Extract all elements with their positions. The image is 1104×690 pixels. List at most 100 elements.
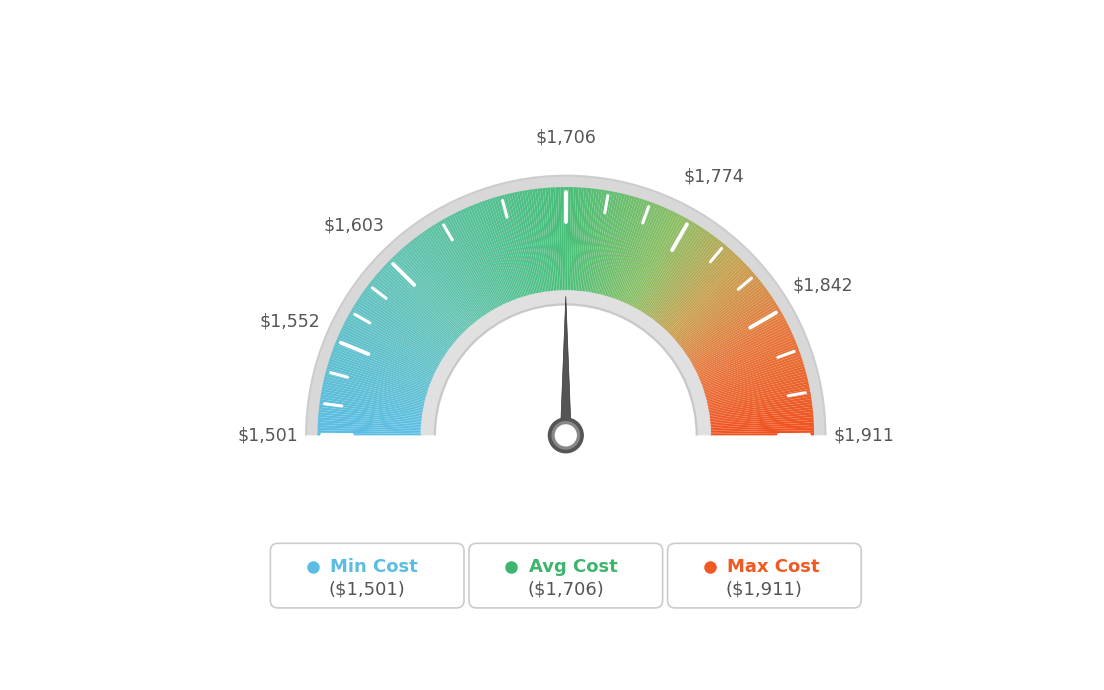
Wedge shape: [352, 307, 443, 362]
Wedge shape: [351, 309, 442, 364]
Wedge shape: [594, 192, 617, 295]
Wedge shape: [542, 188, 554, 292]
Wedge shape: [665, 255, 737, 331]
Wedge shape: [694, 325, 789, 373]
Wedge shape: [368, 283, 452, 348]
Wedge shape: [696, 327, 790, 374]
Wedge shape: [318, 428, 422, 433]
Wedge shape: [545, 188, 555, 292]
Wedge shape: [611, 199, 645, 299]
Wedge shape: [627, 210, 673, 306]
Wedge shape: [332, 349, 431, 386]
Wedge shape: [687, 300, 775, 358]
Text: $1,774: $1,774: [683, 168, 744, 186]
Wedge shape: [691, 313, 784, 366]
Wedge shape: [563, 187, 566, 291]
Wedge shape: [328, 364, 428, 395]
Wedge shape: [710, 433, 814, 435]
Wedge shape: [677, 277, 758, 345]
Wedge shape: [675, 273, 755, 342]
Wedge shape: [609, 199, 643, 298]
Wedge shape: [331, 351, 431, 388]
Wedge shape: [343, 323, 437, 371]
Wedge shape: [477, 203, 516, 301]
Wedge shape: [698, 337, 795, 380]
FancyBboxPatch shape: [668, 543, 861, 608]
Wedge shape: [640, 223, 697, 313]
Wedge shape: [710, 420, 814, 428]
Wedge shape: [584, 189, 599, 293]
Wedge shape: [342, 325, 437, 373]
Wedge shape: [625, 208, 669, 304]
Wedge shape: [397, 251, 469, 329]
Wedge shape: [322, 386, 425, 408]
Wedge shape: [673, 271, 754, 342]
Wedge shape: [361, 294, 447, 355]
Wedge shape: [615, 201, 652, 300]
Wedge shape: [598, 194, 625, 295]
Wedge shape: [306, 176, 826, 435]
Wedge shape: [322, 384, 425, 407]
Wedge shape: [475, 204, 514, 302]
Wedge shape: [688, 302, 777, 359]
Wedge shape: [357, 300, 445, 358]
Wedge shape: [587, 190, 605, 293]
Wedge shape: [431, 226, 489, 315]
Wedge shape: [639, 221, 694, 312]
Wedge shape: [679, 281, 762, 347]
Wedge shape: [336, 339, 433, 381]
Circle shape: [549, 418, 583, 453]
Wedge shape: [585, 189, 602, 293]
Wedge shape: [558, 187, 563, 291]
Wedge shape: [424, 230, 485, 317]
Wedge shape: [634, 217, 686, 309]
Wedge shape: [643, 226, 701, 315]
Text: $1,501: $1,501: [237, 426, 298, 444]
Wedge shape: [333, 346, 432, 385]
Wedge shape: [320, 399, 423, 416]
Wedge shape: [328, 361, 428, 394]
Wedge shape: [690, 311, 782, 364]
Wedge shape: [667, 258, 742, 333]
Wedge shape: [321, 391, 424, 411]
Wedge shape: [676, 275, 757, 344]
Wedge shape: [390, 258, 465, 333]
Wedge shape: [532, 189, 548, 293]
Wedge shape: [690, 309, 781, 364]
Wedge shape: [385, 264, 461, 337]
Wedge shape: [709, 399, 811, 416]
Wedge shape: [555, 187, 561, 291]
Wedge shape: [684, 296, 773, 355]
Wedge shape: [707, 386, 809, 408]
Wedge shape: [414, 237, 479, 322]
Wedge shape: [702, 356, 802, 391]
Wedge shape: [326, 368, 427, 398]
Wedge shape: [592, 191, 613, 294]
Wedge shape: [540, 188, 552, 292]
Wedge shape: [460, 210, 506, 305]
Wedge shape: [637, 219, 690, 310]
Wedge shape: [686, 298, 774, 357]
Wedge shape: [394, 255, 467, 331]
Wedge shape: [652, 237, 718, 322]
Wedge shape: [612, 200, 647, 299]
Wedge shape: [704, 371, 806, 400]
Wedge shape: [708, 391, 810, 411]
Wedge shape: [327, 366, 427, 397]
Wedge shape: [527, 190, 544, 293]
Wedge shape: [693, 320, 787, 370]
Wedge shape: [672, 269, 752, 340]
Wedge shape: [620, 206, 662, 303]
Wedge shape: [367, 285, 452, 350]
Wedge shape: [373, 277, 455, 345]
Wedge shape: [386, 262, 463, 335]
Wedge shape: [318, 417, 422, 426]
Wedge shape: [576, 188, 586, 292]
Wedge shape: [337, 337, 434, 380]
Wedge shape: [703, 359, 803, 393]
Wedge shape: [704, 366, 805, 397]
Wedge shape: [353, 304, 444, 361]
Text: $1,842: $1,842: [793, 276, 853, 294]
Text: Min Cost: Min Cost: [330, 558, 417, 576]
Wedge shape: [700, 344, 797, 384]
